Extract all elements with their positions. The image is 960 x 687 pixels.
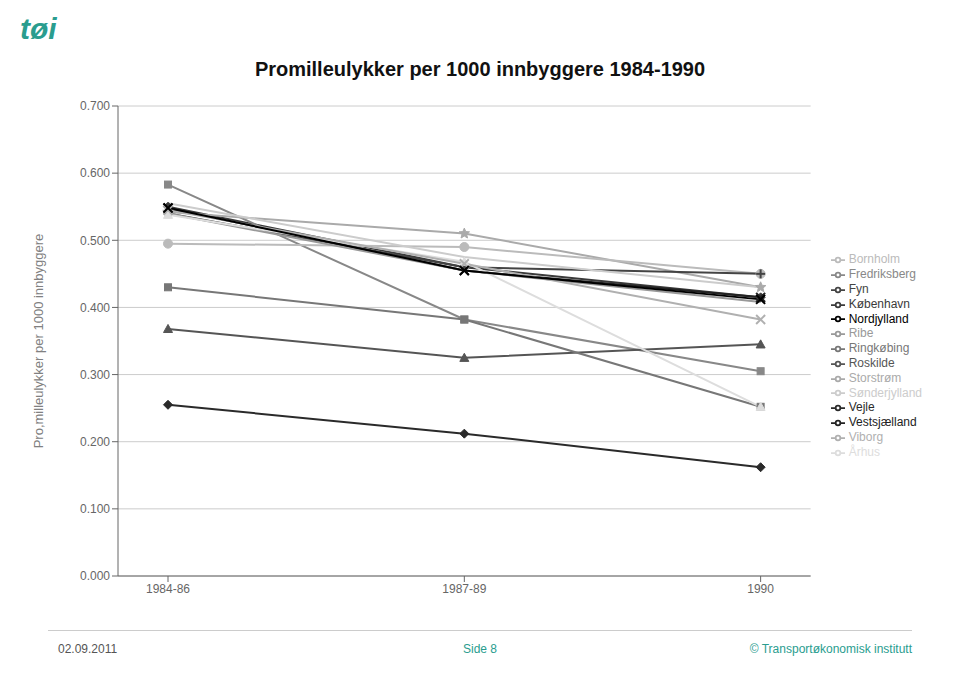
html-text:Ringkøbing: Ringkøbing: [848, 341, 910, 356]
html-text:Nordjylland: Nordjylland: [848, 311, 909, 326]
html-text:København: København: [848, 296, 910, 311]
html-text:Roskilde: Roskilde: [848, 356, 895, 370]
svg-text:Pro,milleulykker per 1000 innb: Pro,milleulykker per 1000 innbyggere: [31, 234, 46, 449]
html-text:Promilleulykker per 1000 innby: Promilleulykker per 1000 innbyggere 1984…: [254, 58, 706, 80]
html-text:Vejle: Vejle: [848, 400, 875, 415]
html-text:Bornholm: Bornholm: [848, 252, 900, 267]
svg-text:0.000: 0.000: [80, 569, 110, 583]
svg-text:0.100: 0.100: [80, 502, 110, 516]
html-text:Fyn: Fyn: [848, 281, 869, 296]
html-text:© Transportøkonomisk institutt: © Transportøkonomisk institutt: [749, 642, 912, 656]
html-text:02.09.2011: 02.09.2011: [58, 642, 118, 656]
svg-text:0.300: 0.300: [80, 368, 110, 382]
svg-text:0.600: 0.600: [80, 166, 110, 180]
html-text:tøi: tøi: [20, 12, 57, 45]
html-text:Århus: Århus: [848, 445, 880, 459]
html-text:Side 8: Side 8: [463, 642, 497, 656]
svg-text:1990: 1990: [747, 582, 774, 596]
svg-text:1984-86: 1984-86: [146, 582, 190, 596]
html-text:Storstrøm: Storstrøm: [848, 370, 902, 385]
svg-text:0.200: 0.200: [80, 435, 110, 449]
svg-text:1987-89: 1987-89: [442, 582, 486, 596]
html-text:Ribe: Ribe: [848, 326, 874, 341]
svg-text:0.700: 0.700: [80, 99, 110, 113]
html-text:Sønderjylland: Sønderjylland: [848, 385, 922, 400]
html-text:Vestsjælland: Vestsjælland: [848, 415, 917, 430]
svg-text:0.400: 0.400: [80, 301, 110, 315]
html-text:Fredriksberg: Fredriksberg: [848, 267, 916, 281]
html-text:Viborg: Viborg: [848, 430, 884, 445]
svg-text:0.500: 0.500: [80, 234, 110, 248]
